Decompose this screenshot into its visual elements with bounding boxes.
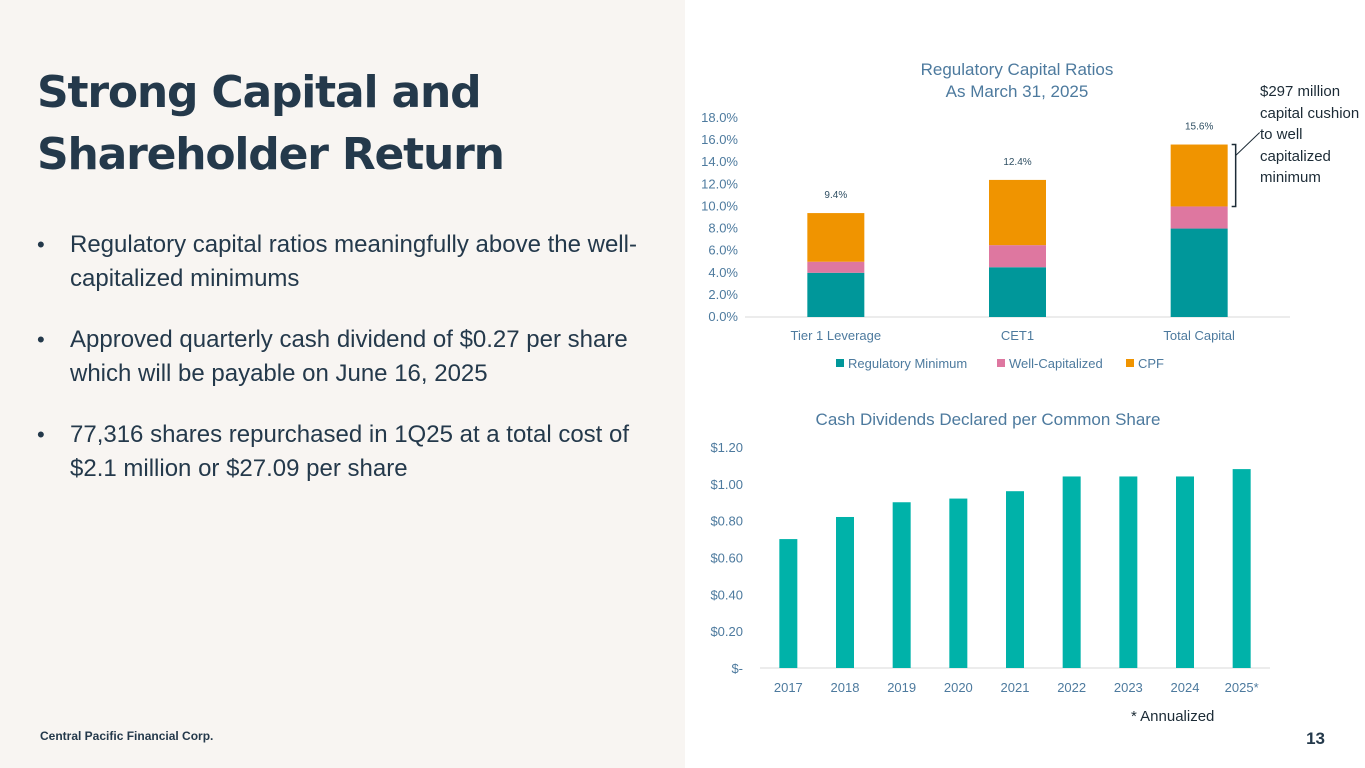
dividend-x-tick-label: 2017: [774, 680, 803, 695]
bullet-glyph: •: [37, 232, 45, 257]
capital-x-tick-label: Tier 1 Leverage: [791, 328, 882, 343]
bullet-glyph: •: [37, 422, 45, 447]
capital-bar-segment: [807, 213, 865, 262]
capital-legend-swatch: [997, 359, 1005, 367]
capital-legend-label: Regulatory Minimum: [848, 356, 967, 371]
dividend-x-tick-label: 2021: [1001, 680, 1030, 695]
capital-y-tick-label: 18.0%: [701, 110, 738, 125]
title-line-1: Strong Capital and: [37, 67, 482, 118]
capital-legend-label: CPF: [1138, 356, 1164, 371]
dividend-bar: [949, 498, 968, 668]
capital-bar-segment: [1170, 206, 1228, 229]
capital-y-tick-label: 6.0%: [708, 243, 738, 258]
dividend-x-tick-label: 2024: [1171, 680, 1200, 695]
capital-cushion-leader-line: [1235, 132, 1261, 156]
dividend-bar: [1232, 469, 1251, 668]
dividend-y-tick-label: $1.00: [710, 477, 743, 492]
left-panel: [0, 0, 685, 768]
capital-bar-segment: [807, 261, 865, 273]
bullet-glyph: •: [37, 327, 45, 352]
capital-y-tick-label: 16.0%: [701, 132, 738, 147]
dividend-y-tick-label: $0.40: [710, 587, 743, 602]
dividend-y-tick-label: $0.20: [710, 624, 743, 639]
capital-y-tick-label: 4.0%: [708, 265, 738, 280]
dividend-x-tick-label: 2025*: [1225, 680, 1259, 695]
dividend-x-tick-label: 2018: [831, 680, 860, 695]
slide-title: Strong Capital and Shareholder Return: [37, 62, 657, 186]
bullet-list: • Regulatory capital ratios meaningfully …: [37, 228, 657, 513]
company-name: Central Pacific Financial Corp.: [40, 729, 214, 743]
capital-y-tick-label: 0.0%: [708, 309, 738, 324]
bullet-item: • Approved quarterly cash dividend of $0.…: [37, 323, 657, 391]
capital-y-tick-label: 10.0%: [701, 198, 738, 213]
dividend-y-tick-label: $1.20: [710, 440, 743, 455]
dividend-x-tick-label: 2019: [887, 680, 916, 695]
capital-total-label: 15.6%: [1185, 122, 1213, 133]
capital-cushion-annotation: $297 million capital cushion to well cap…: [1260, 83, 1360, 186]
title-line-2: Shareholder Return: [37, 129, 505, 180]
dividend-bar: [1176, 476, 1194, 668]
capital-y-tick-label: 14.0%: [701, 154, 738, 169]
capital-legend-swatch: [836, 359, 844, 367]
capital-cushion-bracket: [1231, 143, 1237, 208]
dividend-bar: [1119, 476, 1138, 668]
capital-y-tick-label: 12.0%: [701, 176, 738, 191]
capital-bar-segment: [989, 267, 1046, 317]
capital-total-label: 12.4%: [1003, 157, 1031, 168]
dividend-y-tick-label: $0.80: [710, 514, 743, 529]
capital-y-tick-label: 8.0%: [708, 221, 738, 236]
annualized-footnote: * Annualized: [1131, 708, 1215, 725]
capital-x-tick-label: CET1: [1001, 328, 1034, 343]
capital-total-label: 9.4%: [824, 190, 847, 201]
capital-y-tick-label: 2.0%: [708, 287, 738, 302]
dividend-x-tick-label: 2020: [944, 680, 973, 695]
dividend-bar: [1062, 476, 1081, 668]
capital-legend-label: Well-Capitalized: [1009, 356, 1103, 371]
dividend-chart-title: Cash Dividends Declared per Common Share: [816, 410, 1161, 429]
bullet-item: • 77,316 shares repurchased in 1Q25 at a …: [37, 418, 657, 486]
page-number: 13: [1306, 729, 1325, 748]
dividend-bar: [892, 502, 911, 668]
capital-chart-title-line-1: Regulatory Capital Ratios: [921, 60, 1114, 79]
bullet-item: • Regulatory capital ratios meaningfully …: [37, 228, 657, 296]
bullet-text: Regulatory capital ratios meaningfully a…: [70, 231, 637, 292]
dividend-bar: [779, 539, 798, 668]
capital-bar-segment: [807, 272, 865, 317]
capital-chart-title-line-2: As March 31, 2025: [946, 82, 1089, 101]
dividend-bar: [1006, 491, 1024, 668]
capital-x-tick-label: Total Capital: [1163, 328, 1235, 343]
bullet-text: Approved quarterly cash dividend of $0.2…: [70, 326, 628, 387]
dividend-y-tick-label: $0.60: [710, 551, 743, 566]
bullet-text: 77,316 shares repurchased in 1Q25 at a t…: [70, 421, 630, 482]
dividend-x-tick-label: 2022: [1057, 680, 1086, 695]
capital-bar-segment: [989, 245, 1046, 268]
capital-bar-segment: [1170, 228, 1228, 317]
dividend-y-tick-label: $-: [731, 661, 743, 676]
dividend-x-tick-label: 2023: [1114, 680, 1143, 695]
capital-bar-segment: [989, 179, 1046, 246]
capital-legend-swatch: [1126, 359, 1134, 367]
dividend-bar: [836, 516, 854, 668]
capital-bar-segment: [1170, 144, 1228, 207]
